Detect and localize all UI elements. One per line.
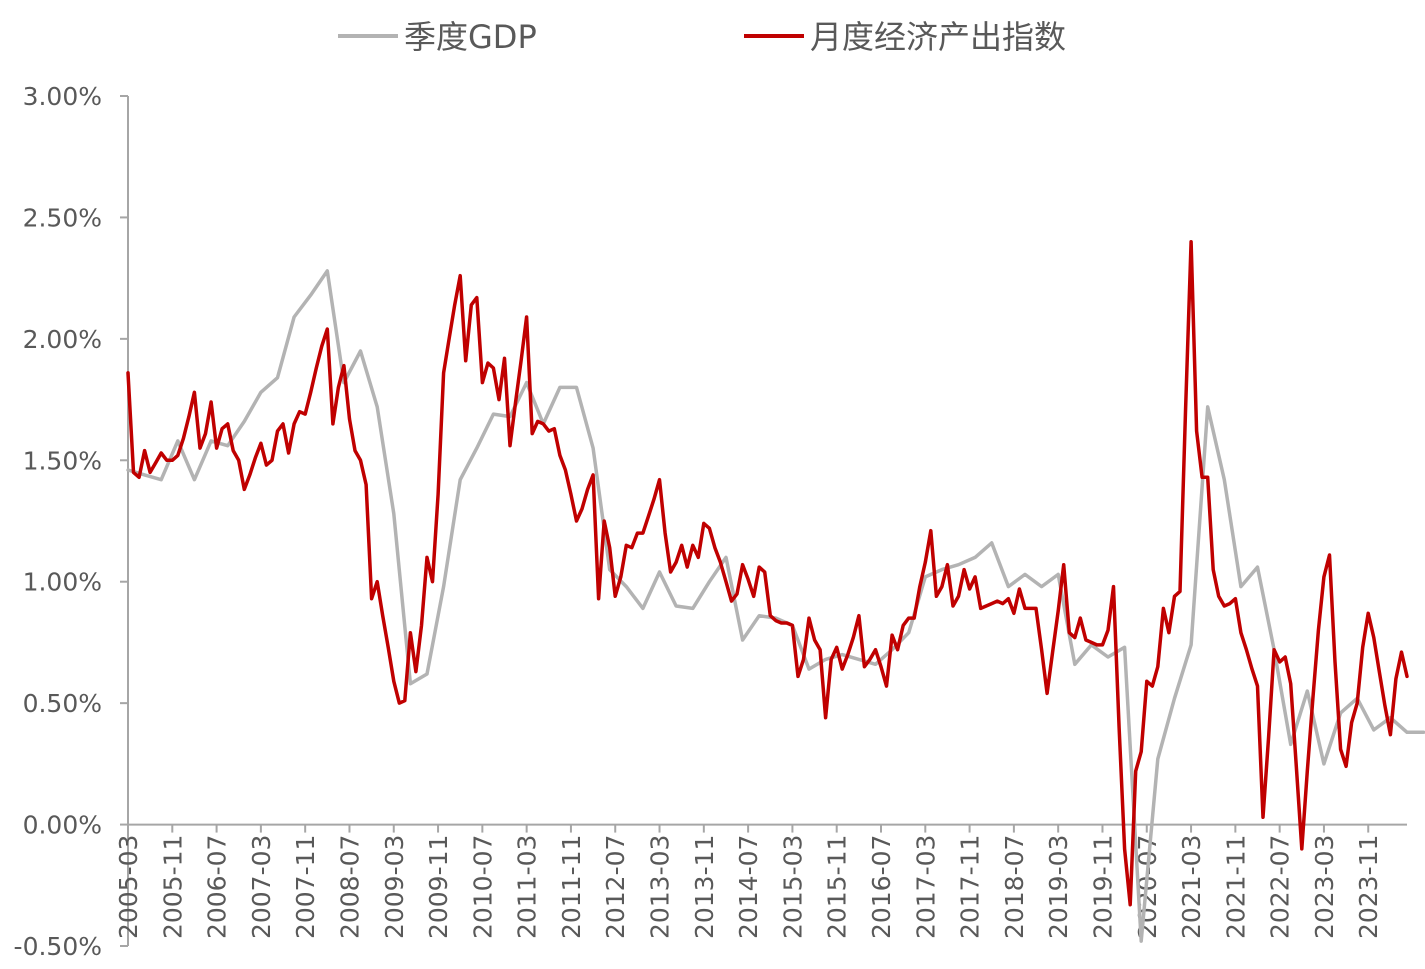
x-tick-label: 2009-03 (380, 835, 409, 939)
x-tick-label: 2023-03 (1310, 835, 1339, 939)
y-tick-label: 1.50% (23, 446, 102, 475)
x-tick-label: 2019-11 (1088, 835, 1117, 939)
x-tick-label: 2017-03 (911, 835, 940, 939)
x-tick-label: 2012-07 (601, 835, 630, 939)
x-tick-label: 2007-03 (247, 835, 276, 939)
x-tick-label: 2007-11 (291, 835, 320, 939)
series-line-gdp (126, 269, 1425, 943)
x-axis: 2005-03 2005-11 2006-07 2007-03 2007-11 2008-… (114, 823, 1407, 939)
x-tick-label: 2011-11 (557, 835, 586, 939)
x-tick-label: 2006-07 (203, 835, 232, 939)
series-line-monthly (126, 239, 1409, 907)
y-tick-label: 0.00% (23, 811, 102, 840)
y-tick-label: -0.50% (14, 932, 102, 961)
y-tick-label: 2.50% (23, 203, 102, 232)
x-tick-label: 2018-07 (1000, 835, 1029, 939)
x-tick-label: 2013-03 (646, 835, 675, 939)
x-tick-label: 2016-07 (867, 835, 896, 939)
x-tick-label: 2010-07 (468, 835, 497, 939)
legend-label-monthly: 月度经济产出指数 (810, 18, 1066, 56)
x-tick-label: 2005-11 (158, 835, 187, 939)
x-tick-label: 2008-07 (335, 835, 364, 939)
legend: 季度GDP 月度经济产出指数 (338, 18, 1066, 56)
y-tick-label: 1.00% (23, 568, 102, 597)
plot-area (126, 239, 1425, 943)
x-tick-label: 2017-11 (956, 835, 985, 939)
y-axis: -0.50% 0.00% 0.50% 1.00% 1.50% 2.00% 2.50% 3.00… (14, 82, 129, 961)
y-tick-label: 2.00% (23, 325, 102, 354)
x-tick-label: 2021-11 (1221, 835, 1250, 939)
x-tick-label: 2021-03 (1177, 835, 1206, 939)
x-tick-label: 2011-03 (513, 835, 542, 939)
legend-label-gdp: 季度GDP (404, 18, 537, 56)
x-tick-label: 2005-03 (114, 835, 143, 939)
x-tick-label: 2019-03 (1044, 835, 1073, 939)
x-tick-label: 2015-03 (778, 835, 807, 939)
x-tick-label: 2013-11 (690, 835, 719, 939)
x-tick-label: 2023-11 (1354, 835, 1383, 939)
x-tick-label: 2014-07 (734, 835, 763, 939)
x-tick-label: 2009-11 (424, 835, 453, 939)
y-tick-label: 0.50% (23, 689, 102, 718)
y-tick-label: 3.00% (23, 82, 102, 111)
x-tick-label: 2015-11 (823, 835, 852, 939)
x-tick-label: 2022-07 (1266, 835, 1295, 939)
